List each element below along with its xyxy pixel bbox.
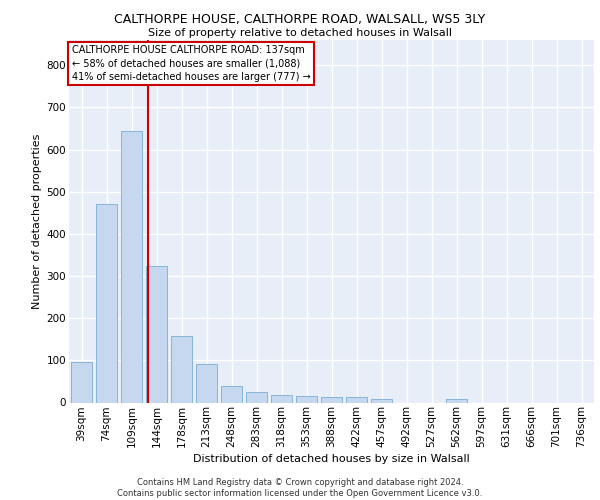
- Bar: [221, 386, 242, 402]
- Text: CALTHORPE HOUSE, CALTHORPE ROAD, WALSALL, WS5 3LY: CALTHORPE HOUSE, CALTHORPE ROAD, WALSALL…: [115, 12, 485, 26]
- Bar: [371, 398, 392, 402]
- Bar: [121, 130, 142, 402]
- Bar: [446, 399, 467, 402]
- Bar: [171, 336, 192, 402]
- Text: Size of property relative to detached houses in Walsall: Size of property relative to detached ho…: [148, 28, 452, 38]
- Bar: [196, 364, 217, 403]
- Bar: [271, 395, 292, 402]
- Bar: [146, 266, 167, 402]
- Bar: [71, 362, 92, 403]
- X-axis label: Distribution of detached houses by size in Walsall: Distribution of detached houses by size …: [193, 454, 470, 464]
- Bar: [321, 396, 342, 402]
- Y-axis label: Number of detached properties: Number of detached properties: [32, 134, 43, 309]
- Bar: [246, 392, 267, 402]
- Bar: [296, 396, 317, 402]
- Text: CALTHORPE HOUSE CALTHORPE ROAD: 137sqm
← 58% of detached houses are smaller (1,0: CALTHORPE HOUSE CALTHORPE ROAD: 137sqm ←…: [71, 46, 310, 82]
- Bar: [346, 397, 367, 402]
- Text: Contains HM Land Registry data © Crown copyright and database right 2024.
Contai: Contains HM Land Registry data © Crown c…: [118, 478, 482, 498]
- Bar: [96, 204, 117, 402]
